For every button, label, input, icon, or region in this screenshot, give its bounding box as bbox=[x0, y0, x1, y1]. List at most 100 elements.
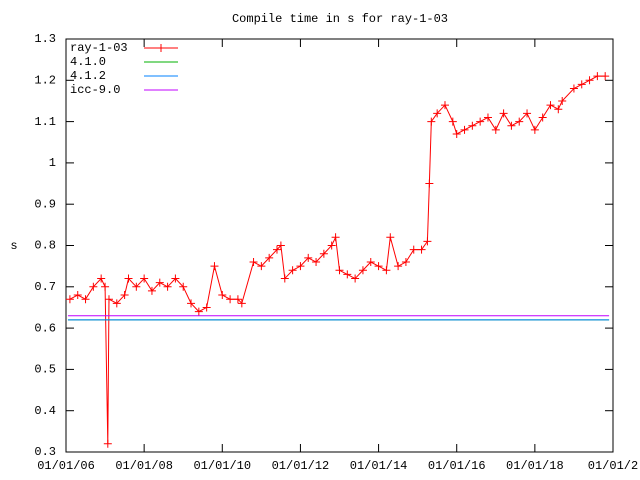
point-marker bbox=[249, 258, 258, 267]
point-marker bbox=[483, 113, 492, 122]
point-marker bbox=[425, 179, 434, 188]
point-marker bbox=[202, 303, 211, 312]
y-tick-label: 0.3 bbox=[34, 445, 56, 459]
point-marker bbox=[155, 278, 164, 287]
x-tick-label: 01/01/10 bbox=[193, 459, 251, 473]
point-marker bbox=[218, 291, 227, 300]
y-axis-label: s bbox=[10, 239, 17, 253]
point-marker bbox=[394, 262, 403, 271]
point-marker bbox=[280, 274, 289, 283]
chart-title: Compile time in s for ray-1-03 bbox=[232, 12, 448, 26]
x-tick-label: 01/01/2 bbox=[588, 459, 638, 473]
point-marker bbox=[319, 249, 328, 258]
point-marker bbox=[288, 266, 297, 275]
point-marker bbox=[233, 295, 242, 304]
point-marker bbox=[593, 72, 602, 81]
y-tick-label: 1.1 bbox=[34, 115, 56, 129]
y-tick-label: 0.4 bbox=[34, 404, 56, 418]
point-marker bbox=[89, 282, 98, 291]
point-marker bbox=[171, 274, 180, 283]
point-marker bbox=[296, 262, 305, 271]
point-marker bbox=[530, 125, 539, 134]
point-marker bbox=[366, 258, 375, 267]
point-marker bbox=[538, 113, 547, 122]
y-tick-label: 0.9 bbox=[34, 197, 56, 211]
x-tick-label: 01/01/14 bbox=[350, 459, 408, 473]
point-marker bbox=[265, 253, 274, 262]
point-marker bbox=[401, 258, 410, 267]
y-tick-label: 1 bbox=[49, 156, 56, 170]
point-marker bbox=[187, 299, 196, 308]
point-marker bbox=[491, 125, 500, 134]
point-marker bbox=[427, 117, 436, 126]
legend-marker bbox=[157, 44, 165, 52]
point-marker bbox=[448, 117, 457, 126]
series-line bbox=[69, 75, 606, 444]
x-tick-label: 01/01/06 bbox=[37, 459, 95, 473]
x-tick-label: 01/01/16 bbox=[428, 459, 486, 473]
point-marker bbox=[163, 282, 172, 291]
point-marker bbox=[179, 282, 188, 291]
point-marker bbox=[103, 439, 112, 448]
legend-label: icc-9.0 bbox=[70, 83, 120, 97]
point-marker bbox=[331, 233, 340, 242]
point-marker bbox=[468, 121, 477, 130]
point-marker bbox=[327, 241, 336, 250]
legend-label: 4.1.2 bbox=[70, 69, 106, 83]
point-marker bbox=[569, 84, 578, 93]
point-marker bbox=[97, 274, 106, 283]
point-marker bbox=[272, 245, 281, 254]
legend-label: 4.1.0 bbox=[70, 55, 106, 69]
point-marker bbox=[65, 295, 74, 304]
point-marker bbox=[120, 291, 129, 300]
y-tick-label: 0.5 bbox=[34, 363, 56, 377]
x-tick-label: 01/01/18 bbox=[506, 459, 564, 473]
point-marker bbox=[132, 282, 141, 291]
point-marker bbox=[374, 262, 383, 271]
point-marker bbox=[558, 96, 567, 105]
point-marker bbox=[257, 262, 266, 271]
point-marker bbox=[440, 101, 449, 110]
point-marker bbox=[104, 295, 113, 304]
x-tick-label: 01/01/12 bbox=[272, 459, 330, 473]
point-marker bbox=[523, 109, 532, 118]
plot-border bbox=[65, 38, 614, 453]
point-marker bbox=[101, 282, 110, 291]
point-marker bbox=[601, 72, 610, 81]
point-marker bbox=[312, 258, 321, 267]
point-marker bbox=[554, 105, 563, 114]
y-tick-label: 1.2 bbox=[34, 73, 56, 87]
point-marker bbox=[577, 80, 586, 89]
y-tick-label: 0.7 bbox=[34, 280, 56, 294]
point-marker bbox=[276, 241, 285, 250]
y-tick-label: 0.6 bbox=[34, 321, 56, 335]
point-marker bbox=[423, 237, 432, 246]
point-marker bbox=[409, 245, 418, 254]
point-marker bbox=[382, 266, 391, 275]
legend-label: ray-1-03 bbox=[70, 41, 128, 55]
point-marker bbox=[124, 274, 133, 283]
point-marker bbox=[386, 233, 395, 242]
point-marker bbox=[585, 76, 594, 85]
point-marker bbox=[304, 253, 313, 262]
point-marker bbox=[358, 266, 367, 275]
point-marker bbox=[226, 295, 235, 304]
point-marker bbox=[140, 274, 149, 283]
point-marker bbox=[351, 274, 360, 283]
point-marker bbox=[452, 129, 461, 138]
point-marker bbox=[73, 291, 82, 300]
point-marker bbox=[237, 299, 246, 308]
point-marker bbox=[343, 270, 352, 279]
point-marker bbox=[499, 109, 508, 118]
point-marker bbox=[460, 125, 469, 134]
point-marker bbox=[81, 295, 90, 304]
point-marker bbox=[507, 121, 516, 130]
point-marker bbox=[515, 117, 524, 126]
point-marker bbox=[335, 266, 344, 275]
point-marker bbox=[210, 262, 219, 271]
point-marker bbox=[546, 101, 555, 110]
point-marker bbox=[433, 109, 442, 118]
point-marker bbox=[147, 286, 156, 295]
x-tick-label: 01/01/08 bbox=[115, 459, 173, 473]
